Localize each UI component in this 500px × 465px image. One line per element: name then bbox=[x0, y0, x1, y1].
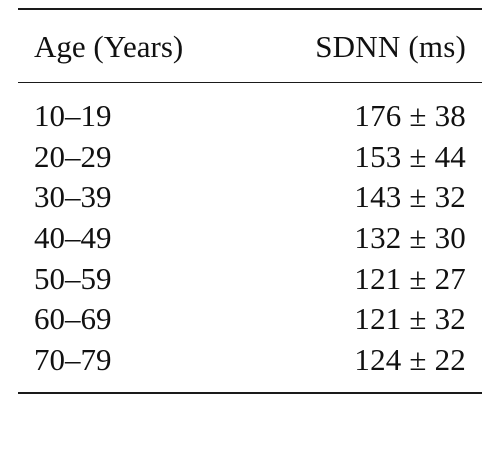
table-row: 70–79 124 ± 22 bbox=[18, 339, 482, 380]
table-row: 40–49 132 ± 30 bbox=[18, 217, 482, 258]
table-header-rule bbox=[18, 82, 482, 83]
sdnn-cell: 176 ± 38 bbox=[354, 97, 466, 133]
sdnn-column-header: SDNN (ms) bbox=[315, 28, 466, 64]
table-row: 20–29 153 ± 44 bbox=[18, 136, 482, 177]
table-bottom-rule bbox=[18, 391, 482, 394]
sdnn-cell: 143 ± 32 bbox=[354, 179, 466, 215]
age-cell: 60–69 bbox=[34, 301, 112, 337]
sdnn-cell: 121 ± 32 bbox=[354, 301, 466, 337]
age-column-header: Age (Years) bbox=[34, 28, 184, 64]
age-cell: 70–79 bbox=[34, 341, 112, 377]
table-body: 10–19 176 ± 38 20–29 153 ± 44 30–39 143 … bbox=[18, 83, 482, 392]
sdnn-by-age-table: Age (Years) SDNN (ms) 10–19 176 ± 38 20–… bbox=[18, 8, 482, 394]
table-header-row: Age (Years) SDNN (ms) bbox=[18, 10, 482, 82]
age-cell: 30–39 bbox=[34, 179, 112, 215]
sdnn-cell: 121 ± 27 bbox=[354, 260, 466, 296]
table-row: 60–69 121 ± 32 bbox=[18, 298, 482, 339]
age-cell: 10–19 bbox=[34, 97, 112, 133]
age-cell: 50–59 bbox=[34, 260, 112, 296]
age-cell: 20–29 bbox=[34, 138, 112, 174]
sdnn-cell: 132 ± 30 bbox=[354, 219, 466, 255]
table-row: 10–19 176 ± 38 bbox=[18, 95, 482, 136]
age-cell: 40–49 bbox=[34, 219, 112, 255]
sdnn-cell: 124 ± 22 bbox=[354, 341, 466, 377]
table-row: 50–59 121 ± 27 bbox=[18, 258, 482, 299]
table-row: 30–39 143 ± 32 bbox=[18, 176, 482, 217]
table-top-rule bbox=[18, 8, 482, 10]
sdnn-cell: 153 ± 44 bbox=[354, 138, 466, 174]
